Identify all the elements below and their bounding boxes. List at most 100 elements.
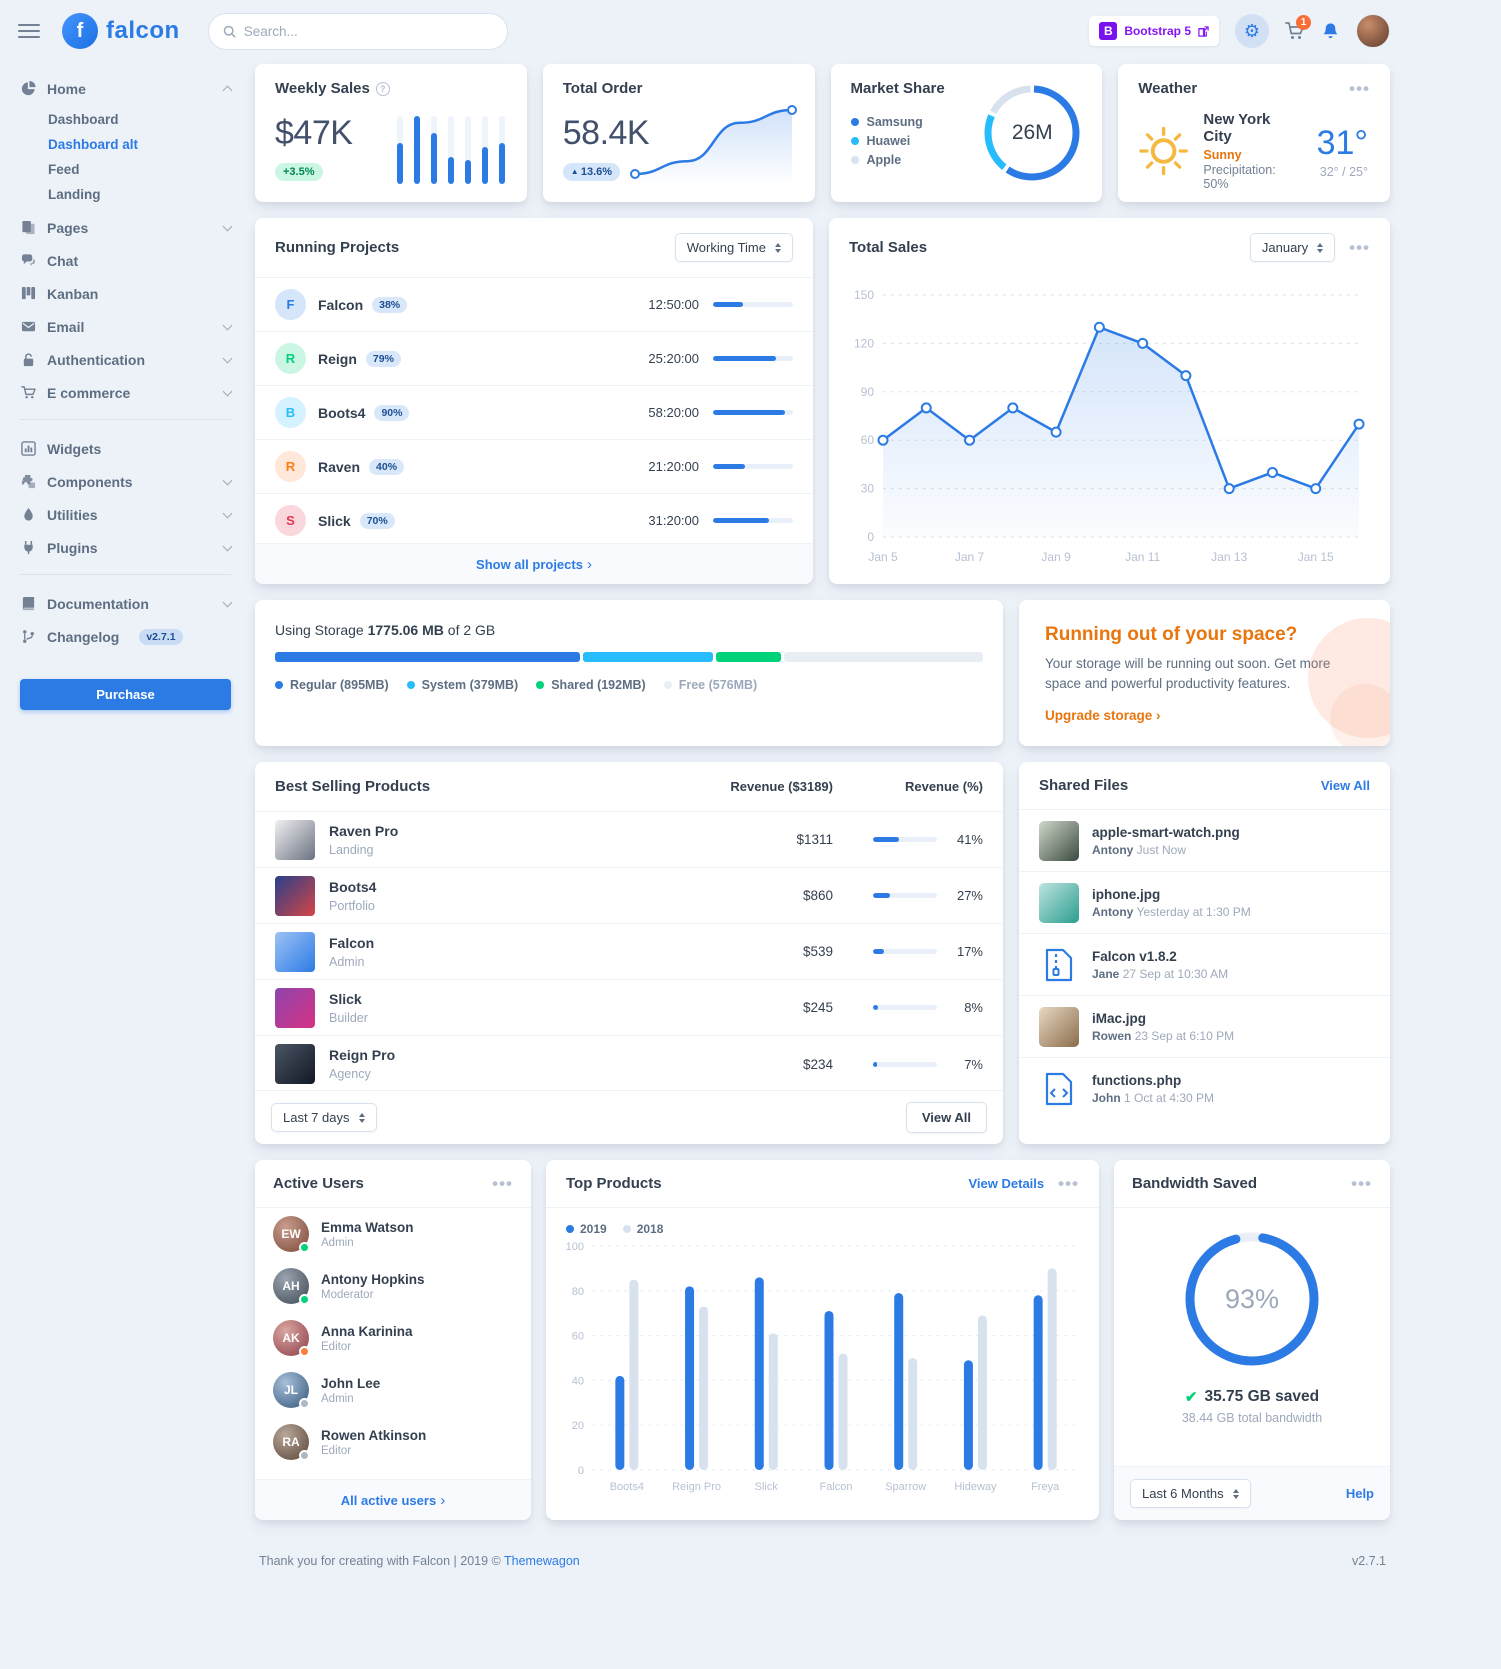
product-name[interactable]: Boots4 — [329, 878, 377, 895]
project-row[interactable]: B Boots4 90% 58:20:00 — [255, 386, 813, 440]
notifications-bell-icon[interactable] — [1321, 21, 1340, 41]
project-name[interactable]: Slick — [318, 512, 351, 529]
file-row[interactable]: iphone.jpg Antony Yesterday at 1:30 PM — [1019, 872, 1390, 934]
file-row[interactable]: functions.php John 1 Oct at 4:30 PM — [1019, 1058, 1390, 1120]
user-row[interactable]: JL John Lee Admin — [255, 1364, 531, 1416]
bandwidth-total-label: 38.44 GB total bandwidth — [1181, 1411, 1323, 1425]
project-name[interactable]: Boots4 — [318, 404, 366, 421]
product-row[interactable]: Slick Builder $245 8% — [255, 980, 1003, 1036]
user-name[interactable]: Antony Hopkins — [321, 1271, 425, 1287]
card-menu-icon[interactable]: ••• — [1349, 237, 1370, 257]
product-name[interactable]: Slick — [329, 990, 362, 1007]
last-6-months-select[interactable]: Last 6 Months — [1130, 1479, 1251, 1508]
sidebar-item-kanban[interactable]: Kanban — [20, 277, 231, 310]
sidebar-item-authentication[interactable]: Authentication — [20, 343, 233, 376]
sidebar-item-widgets[interactable]: Widgets — [20, 432, 231, 465]
card-menu-icon[interactable]: ••• — [1058, 1173, 1079, 1193]
product-row[interactable]: Boots4 Portfolio $860 27% — [255, 868, 1003, 924]
product-name[interactable]: Reign Pro — [329, 1047, 396, 1063]
status-dot — [299, 1242, 310, 1253]
sidebar-item-landing[interactable]: Landing — [48, 187, 101, 202]
file-user: John — [1092, 1091, 1121, 1105]
user-row[interactable]: AK Anna Karinina Editor — [255, 1312, 531, 1364]
working-time-select[interactable]: Working Time — [674, 233, 793, 262]
card-menu-icon[interactable]: ••• — [1351, 1173, 1372, 1193]
upgrade-storage-link[interactable]: Upgrade storage › — [1045, 708, 1161, 724]
user-name[interactable]: John Lee — [321, 1375, 381, 1391]
view-all-link[interactable]: View All — [1320, 778, 1370, 793]
settings-gear-icon[interactable]: ⚙ — [1235, 14, 1269, 48]
view-details-link[interactable]: View Details — [968, 1176, 1045, 1191]
file-name[interactable]: functions.php — [1092, 1073, 1182, 1088]
sidebar-item-feed[interactable]: Feed — [48, 162, 80, 177]
user-name[interactable]: Emma Watson — [321, 1219, 414, 1235]
user-row[interactable]: AH Antony Hopkins Moderator — [255, 1260, 531, 1312]
check-icon: ✔ — [1184, 1389, 1198, 1406]
product-row[interactable]: Reign Pro Agency $234 7% — [255, 1036, 1003, 1092]
sidebar-item-chat[interactable]: Chat — [20, 244, 231, 277]
search-box[interactable] — [207, 12, 508, 50]
product-row[interactable]: Falcon Admin $539 17% — [255, 924, 1003, 980]
sidebar-item-documentation[interactable]: Documentation — [20, 587, 233, 620]
card-menu-icon[interactable]: ••• — [1349, 78, 1370, 98]
sidebar-item-utilities[interactable]: Utilities — [20, 498, 233, 531]
file-name[interactable]: Falcon v1.8.2 — [1092, 948, 1177, 964]
project-name[interactable]: Falcon — [318, 296, 364, 313]
product-name[interactable]: Falcon — [329, 934, 375, 951]
product-revenue: $234 — [802, 1056, 833, 1072]
themewagon-link[interactable]: Themewagon — [504, 1554, 580, 1568]
plug-icon — [20, 540, 37, 555]
svg-text:40: 40 — [572, 1375, 584, 1387]
bootstrap-badge[interactable]: B Bootstrap 5 — [1089, 16, 1219, 46]
total-order-card: Total Order 58.4K ▲ 13.6% — [542, 64, 815, 202]
project-row[interactable]: S Slick 70% 31:20:00 — [255, 494, 813, 548]
sidebar-item-ecommerce[interactable]: E commerce — [20, 376, 233, 409]
footer-version: v2.7.1 — [1351, 1554, 1386, 1568]
show-all-projects-link[interactable]: Show all projects › — [255, 543, 813, 584]
project-name[interactable]: Reign — [318, 350, 357, 367]
file-row[interactable]: Falcon v1.8.2 Jane 27 Sep at 10:30 AM — [1019, 934, 1390, 996]
project-row[interactable]: F Falcon 38% 12:50:00 — [255, 278, 813, 332]
user-name[interactable]: Anna Karinina — [321, 1323, 413, 1339]
project-row[interactable]: R Reign 79% 25:20:00 — [255, 332, 813, 386]
sidebar-item-plugins[interactable]: Plugins — [20, 531, 233, 564]
view-all-button[interactable]: View All — [905, 1102, 987, 1133]
user-name[interactable]: Rowen Atkinson — [321, 1427, 427, 1443]
cart-icon[interactable]: 1 — [1285, 15, 1311, 41]
total-order-value: 58.4K — [562, 114, 650, 152]
card-title: Active Users — [273, 1175, 364, 1192]
sidebar-item-label: Plugins — [47, 539, 98, 556]
help-icon[interactable]: ? — [375, 82, 390, 96]
user-row[interactable]: EW Emma Watson Admin — [255, 1208, 531, 1260]
sidebar-item-home[interactable]: Home — [20, 72, 233, 105]
sidebar-item-email[interactable]: Email — [20, 310, 233, 343]
user-avatar[interactable] — [1356, 14, 1390, 48]
project-name[interactable]: Raven — [318, 458, 361, 475]
sidebar-item-pages[interactable]: Pages — [20, 211, 233, 244]
revenue-pct: 7% — [964, 1056, 983, 1072]
card-menu-icon[interactable]: ••• — [492, 1173, 513, 1193]
sidebar-item-dashboard[interactable]: Dashboard — [48, 112, 119, 127]
storage-progress-bar — [275, 652, 983, 662]
file-name[interactable]: iphone.jpg — [1092, 886, 1161, 902]
search-input[interactable] — [243, 23, 493, 39]
sidebar-item-changelog[interactable]: Changelog v2.7.1 — [20, 620, 231, 653]
file-row[interactable]: iMac.jpg Rowen 23 Sep at 6:10 PM — [1019, 996, 1390, 1058]
project-row[interactable]: R Raven 40% 21:20:00 — [255, 440, 813, 494]
file-name[interactable]: iMac.jpg — [1092, 1010, 1147, 1026]
hamburger-menu-icon[interactable] — [18, 20, 40, 42]
file-name[interactable]: apple-smart-watch.png — [1092, 824, 1240, 840]
purchase-button[interactable]: Purchase — [20, 679, 231, 710]
last-7-days-select[interactable]: Last 7 days — [271, 1103, 377, 1132]
product-name[interactable]: Raven Pro — [329, 822, 399, 839]
brand-logo[interactable]: f falcon — [62, 13, 180, 49]
sidebar-item-components[interactable]: Components — [20, 465, 233, 498]
help-link[interactable]: Help — [1345, 1486, 1374, 1501]
file-row[interactable]: apple-smart-watch.png Antony Just Now — [1019, 810, 1390, 872]
product-row[interactable]: Raven Pro Landing $1311 41% — [255, 812, 1003, 868]
sidebar-item-dashboard-alt[interactable]: Dashboard alt — [48, 137, 139, 152]
user-row[interactable]: RA Rowen Atkinson Editor — [255, 1416, 531, 1468]
svg-text:Jan 7: Jan 7 — [955, 550, 985, 564]
month-select[interactable]: January — [1249, 233, 1336, 262]
all-active-users-link[interactable]: All active users › — [255, 1479, 531, 1520]
